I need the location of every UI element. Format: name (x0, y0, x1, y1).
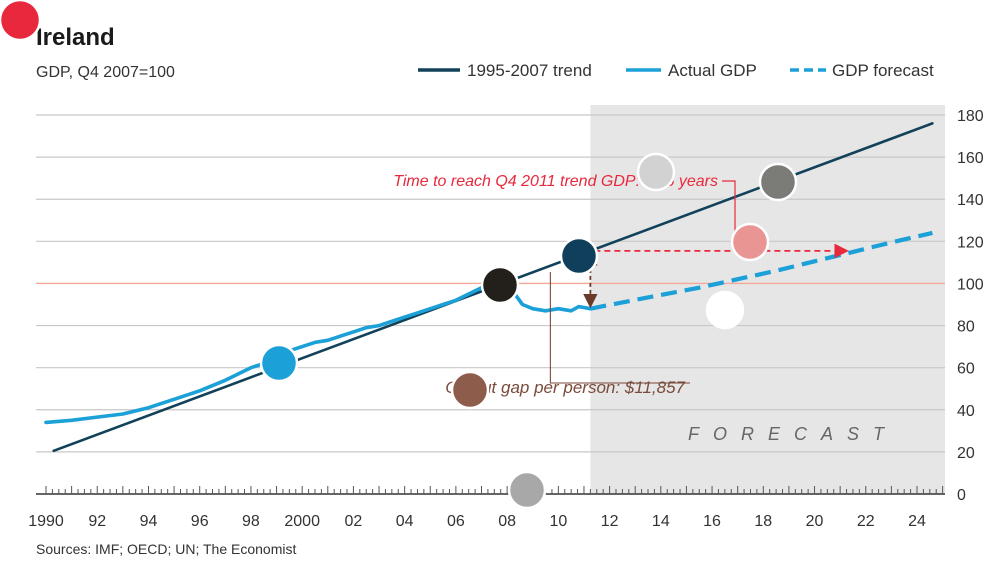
x-tick-label: 24 (908, 513, 926, 530)
output-gap-leader (549, 272, 690, 384)
blue-marker (259, 343, 299, 383)
dark-gray-marker (758, 162, 798, 202)
y-tick-label: 0 (957, 487, 966, 504)
series-gdp-forecast-line (589, 230, 933, 311)
source-note: Sources: IMF; OECD; UN; The Economist (36, 541, 296, 557)
chart-title: Ireland (36, 24, 115, 51)
red-corner-marker (0, 0, 42, 42)
legend-label-actual: Actual GDP (668, 61, 757, 80)
x-tick-label: 16 (703, 513, 721, 530)
x-tick-label: 04 (396, 513, 414, 530)
x-axis: 1990 92 94 96 98 2000 02 04 06 08 10 12 14 16 18 20 22 24 (28, 486, 945, 530)
y-tick-label: 80 (957, 319, 975, 336)
legend-label-forecast: GDP forecast (832, 61, 934, 80)
legend: 1995-2007 trend Actual GDP GDP forecast (418, 61, 934, 80)
gray-marker (507, 470, 547, 510)
x-tick-label: 96 (191, 513, 209, 530)
white-marker (705, 290, 745, 330)
x-tick-label: 92 (88, 513, 106, 530)
time-to-trend-leader (722, 180, 736, 249)
y-tick-label: 60 (957, 361, 975, 378)
gridlines (36, 114, 945, 453)
chart-subtitle: GDP, Q4 2007=100 (36, 64, 175, 81)
y-tick-label: 120 (957, 234, 984, 251)
x-tick-label: 22 (857, 513, 875, 530)
y-tick-label: 140 (957, 192, 984, 209)
annotation-time-to-trend: Time to reach Q4 2011 trend GDP: 11.5 ye… (393, 173, 718, 190)
series-actual-gdp-line (44, 281, 593, 425)
x-tick-label: 18 (754, 513, 772, 530)
annotations: Time to reach Q4 2011 trend GDP: 11.5 ye… (393, 173, 849, 397)
y-tick-label: 180 (957, 108, 984, 125)
x-tick-label: 98 (242, 513, 260, 530)
navy-marker (559, 236, 599, 276)
x-tick-label: 20 (806, 513, 824, 530)
x-tick-label: 1990 (28, 513, 64, 530)
x-tick-label: 08 (498, 513, 516, 530)
overlay-markers (0, 0, 798, 510)
x-tick-label: 14 (652, 513, 670, 530)
legend-label-trend: 1995-2007 trend (467, 61, 592, 80)
y-tick-label: 160 (957, 150, 984, 167)
y-axis: 0 20 40 60 80 100 120 140 160 180 (957, 108, 984, 504)
y-tick-label: 100 (957, 276, 984, 293)
x-tick-label: 12 (601, 513, 619, 530)
pink-marker (730, 222, 770, 262)
x-tick-label: 06 (447, 513, 465, 530)
x-tick-label: 02 (345, 513, 363, 530)
y-tick-label: 20 (957, 445, 975, 462)
x-tick-label: 94 (140, 513, 158, 530)
y-tick-label: 40 (957, 403, 975, 420)
light-gray-marker (636, 152, 676, 192)
black-marker (480, 265, 520, 305)
forecast-label: FORECAST (688, 424, 898, 444)
x-tick-label: 2000 (284, 513, 320, 530)
brown-marker (450, 370, 490, 410)
x-tick-label: 10 (549, 513, 567, 530)
